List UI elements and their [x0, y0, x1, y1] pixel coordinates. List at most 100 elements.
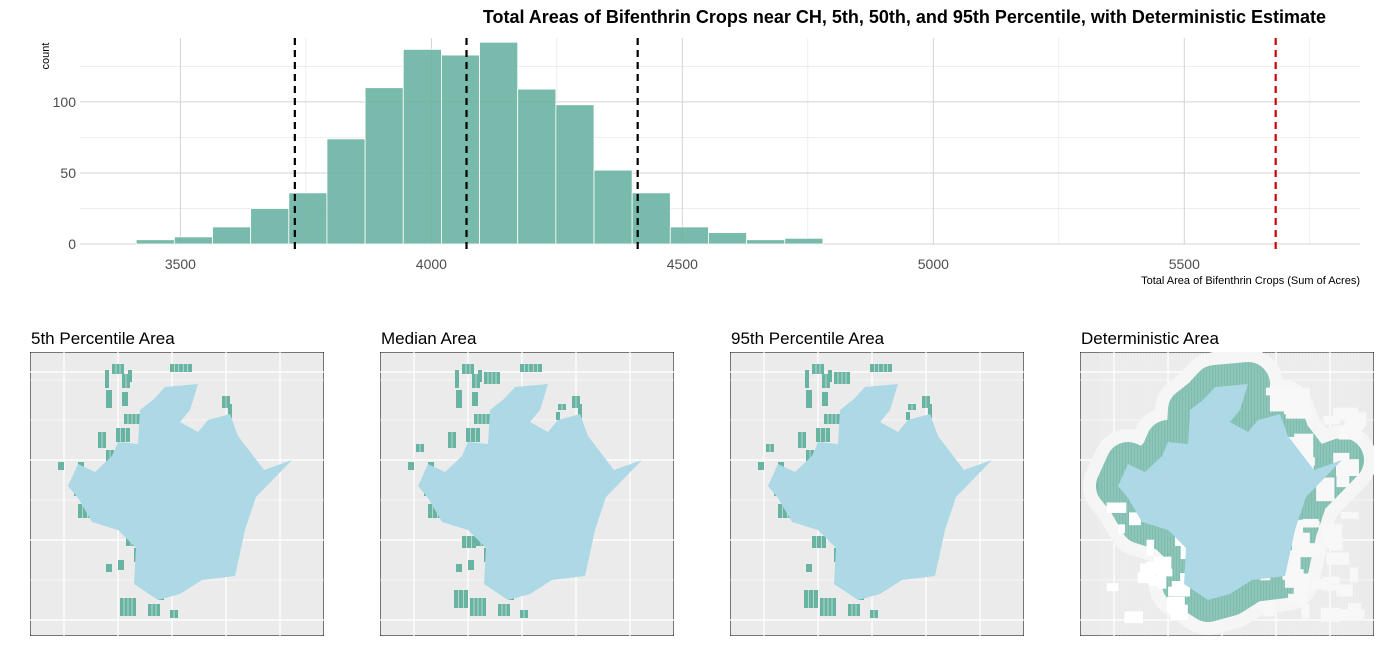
crop-field [822, 392, 828, 406]
non-crop-area [1320, 607, 1340, 622]
crop-field [806, 390, 812, 408]
crop-field [758, 462, 764, 470]
percentile-lines [293, 38, 1277, 254]
non-crop-area [1333, 407, 1359, 420]
crop-field [805, 370, 809, 388]
non-crop-area [1145, 561, 1159, 570]
crop-field [928, 404, 932, 418]
crop-field [170, 364, 192, 372]
crop-field [870, 364, 892, 372]
city-boundary [68, 384, 292, 600]
non-crop-area [1312, 579, 1335, 590]
histogram-bar [250, 208, 290, 245]
histogram-bar [555, 104, 595, 245]
crop-field [462, 536, 476, 548]
crop-field [462, 364, 474, 374]
crop-field [454, 590, 468, 608]
map-panel-deterministic [1080, 352, 1374, 636]
histogram-bar [441, 54, 480, 245]
histogram-bar [479, 41, 519, 245]
crop-field [128, 370, 132, 382]
crop-field [478, 370, 482, 382]
map-title-p95: 95th Percentile Area [731, 329, 885, 348]
crop-field [408, 462, 414, 470]
histogram-bar [669, 226, 709, 245]
crop-field [906, 412, 910, 420]
crop-field [228, 404, 232, 418]
y-tick-label: 100 [53, 94, 77, 110]
chart-title: Total Areas of Bifenthrin Crops near CH,… [483, 7, 1326, 27]
crop-field [455, 370, 459, 388]
x-tick-label: 3500 [165, 256, 196, 272]
city-boundary [1118, 384, 1342, 600]
crop-field [118, 560, 124, 570]
non-crop-area [1106, 583, 1119, 592]
histogram-chart: 3500 4000 4500 5000 5500 0 50 100 Total Areas o… [40, 7, 1360, 287]
map-title-deterministic: Deterministic Area [1081, 329, 1219, 348]
histogram-bar [364, 87, 404, 245]
histogram-axes: 3500 4000 4500 5000 5500 0 50 100 [53, 94, 1200, 272]
crop-field [58, 462, 64, 470]
non-crop-area [1293, 519, 1304, 542]
x-axis-label: Total Area of Bifenthrin Crops (Sum of A… [1141, 275, 1360, 287]
non-crop-area [1129, 512, 1141, 526]
non-crop-area [1349, 567, 1359, 583]
non-crop-area [1137, 572, 1156, 584]
non-crop-area [1302, 520, 1320, 528]
non-crop-area [1336, 584, 1353, 597]
histogram-bars [135, 41, 824, 245]
map-title-p5: 5th Percentile Area [31, 329, 175, 348]
crop-field [520, 364, 542, 372]
histogram-bar [402, 48, 442, 245]
y-tick-label: 50 [60, 165, 76, 181]
non-crop-area [1269, 386, 1287, 412]
crop-field [105, 370, 109, 388]
non-crop-area [1106, 502, 1127, 513]
non-crop-area [1146, 539, 1155, 556]
histogram-bar [135, 239, 175, 245]
map-panel-p95 [730, 352, 1024, 636]
non-crop-area [1301, 603, 1310, 619]
crop-field [806, 564, 812, 572]
crop-field [122, 392, 128, 406]
crop-field [578, 404, 582, 418]
crop-field [106, 564, 112, 572]
histogram-bar [746, 239, 786, 245]
crop-field [812, 364, 824, 374]
crop-field [468, 560, 474, 570]
x-tick-label: 4000 [416, 256, 447, 272]
y-axis-label: count [40, 43, 52, 70]
non-crop-area [1156, 568, 1173, 577]
histogram-bar [517, 88, 557, 245]
crop-field [848, 604, 860, 616]
crop-field [106, 390, 112, 408]
non-crop-area [1118, 524, 1126, 534]
map-title-median: Median Area [381, 329, 477, 348]
crop-field [816, 428, 830, 442]
city-boundary [418, 384, 642, 600]
non-crop-area [1330, 538, 1343, 551]
crop-field [456, 390, 462, 408]
histogram-bar [212, 226, 252, 245]
non-crop-area [1148, 576, 1159, 587]
map-panel-median [380, 352, 674, 636]
y-tick-label: 0 [68, 236, 76, 252]
non-crop-area [1153, 556, 1172, 571]
non-crop-area [1335, 459, 1359, 476]
non-crop-area [1338, 609, 1365, 621]
non-crop-area [1340, 511, 1359, 519]
crop-field [556, 412, 560, 420]
non-crop-area [1323, 415, 1341, 425]
non-crop-area [1157, 573, 1167, 589]
crop-field [804, 590, 818, 608]
crop-field [472, 392, 478, 406]
non-crop-area [1263, 602, 1275, 617]
histogram-bar [173, 236, 213, 245]
non-crop-area [1124, 611, 1144, 624]
city-boundary [768, 384, 992, 600]
x-tick-label: 5000 [918, 256, 949, 272]
crop-field [116, 428, 130, 442]
crop-field [112, 364, 124, 374]
non-crop-area [1326, 552, 1350, 565]
non-crop-area [1316, 477, 1335, 502]
